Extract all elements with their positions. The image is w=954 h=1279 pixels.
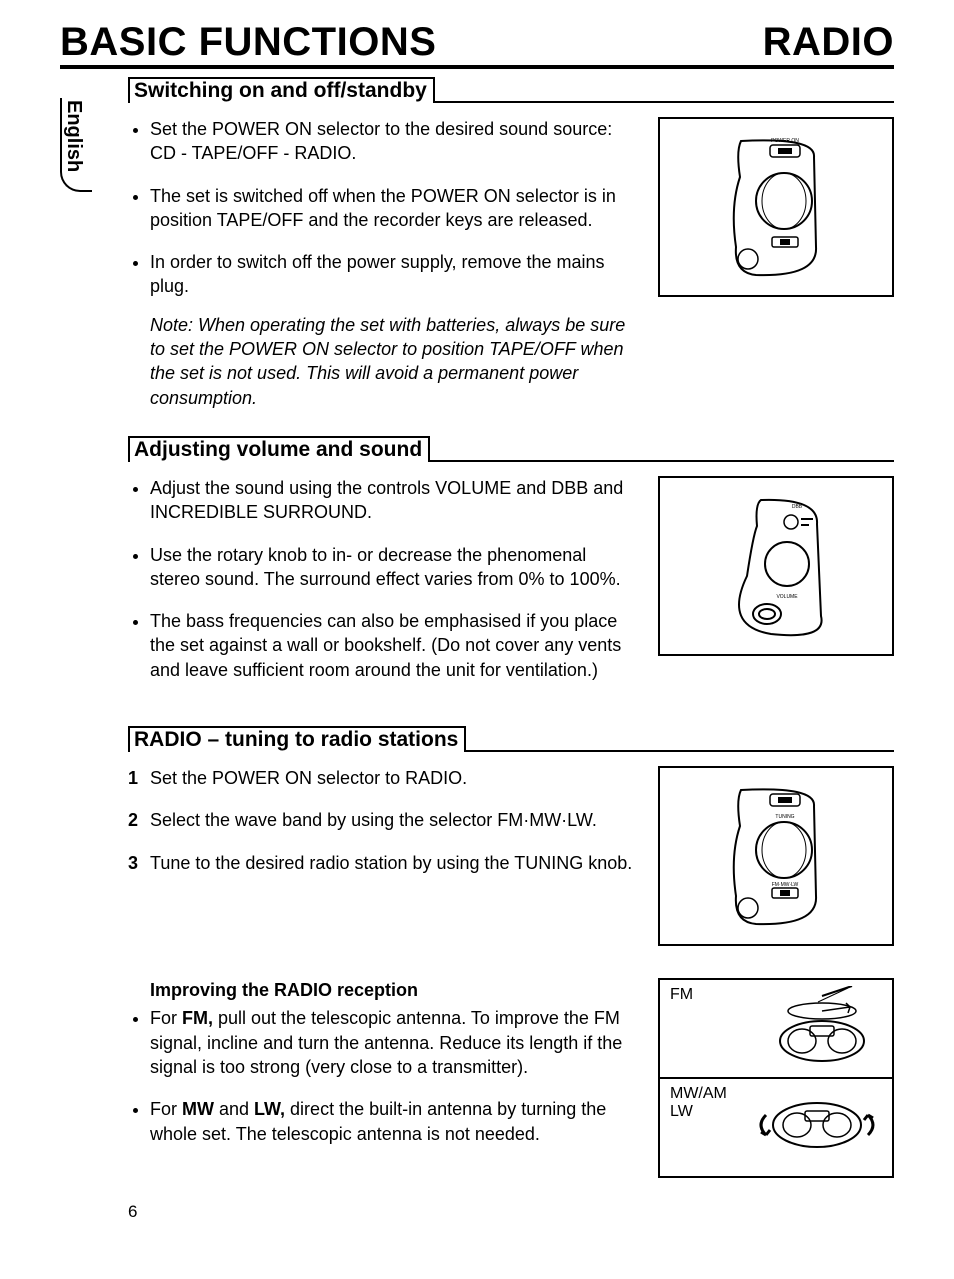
section-heading-radio: RADIO – tuning to radio stations [128,726,466,752]
antenna-diagram: FM [658,978,894,1178]
adjusting-bullet-1: Adjust the sound using the controls VOLU… [150,476,634,525]
t: FM, [182,1008,213,1028]
section-switching: Switching on and off/standby Set the POW… [128,75,894,410]
svg-text:DBB: DBB [792,504,803,510]
switching-diagram: POWER ON [658,117,894,297]
section-heading-adjusting: Adjusting volume and sound [128,436,430,462]
section-adjusting: Adjusting volume and sound Adjust the so… [128,434,894,700]
section-radio: RADIO – tuning to radio stations 1Set th… [128,724,894,1178]
radio-step-1-text: Set the POWER ON selector to RADIO. [150,768,467,788]
t: MW [182,1099,214,1119]
adjusting-diagram: DBB VOLUME [658,476,894,656]
page-number: 6 [128,1202,894,1222]
switching-bullet-1: Set the POWER ON selector to the desired… [150,117,634,166]
switching-note: Note: When operating the set with batter… [128,313,634,410]
header-left: BASIC FUNCTIONS [60,20,436,65]
antenna-mw-label: MW/AM [670,1085,727,1103]
adjusting-bullet-3: The bass frequencies can also be emphasi… [150,609,634,682]
antenna-lw-label: LW [670,1103,727,1121]
radio-step-2: 2Select the wave band by using the selec… [150,808,634,832]
reception-bullet-mw: For MW and LW, direct the built-in anten… [150,1097,634,1146]
language-tab: English [62,100,85,172]
svg-text:FM·MW·LW: FM·MW·LW [772,882,799,888]
t: LW, [254,1099,285,1119]
t: For [150,1008,182,1028]
radio-step-3: 3Tune to the desired radio station by us… [150,851,634,875]
reception-subheading: Improving the RADIO reception [150,978,634,1002]
switching-bullet-3: In order to switch off the power supply,… [150,250,634,299]
header-right: RADIO [763,20,894,65]
radio-diagram: TUNING FM·MW·LW [658,766,894,946]
t: pull out the telescopic antenna. To impr… [150,1008,622,1077]
section-heading-switching: Switching on and off/standby [128,77,435,103]
radio-step-1: 1Set the POWER ON selector to RADIO. [150,766,634,790]
switching-bullet-2: The set is switched off when the POWER O… [150,184,634,233]
radio-step-3-text: Tune to the desired radio station by usi… [150,853,632,873]
t: For [150,1099,182,1119]
t: and [214,1099,254,1119]
reception-bullet-fm: For FM, pull out the telescopic antenna.… [150,1006,634,1079]
svg-text:POWER ON: POWER ON [771,138,799,144]
adjusting-bullet-2: Use the rotary knob to in- or decrease t… [150,543,634,592]
svg-text:TUNING: TUNING [775,814,794,820]
antenna-fm-label: FM [670,986,693,1004]
svg-text:VOLUME: VOLUME [776,594,798,600]
radio-step-2-text: Select the wave band by using the select… [150,810,597,830]
